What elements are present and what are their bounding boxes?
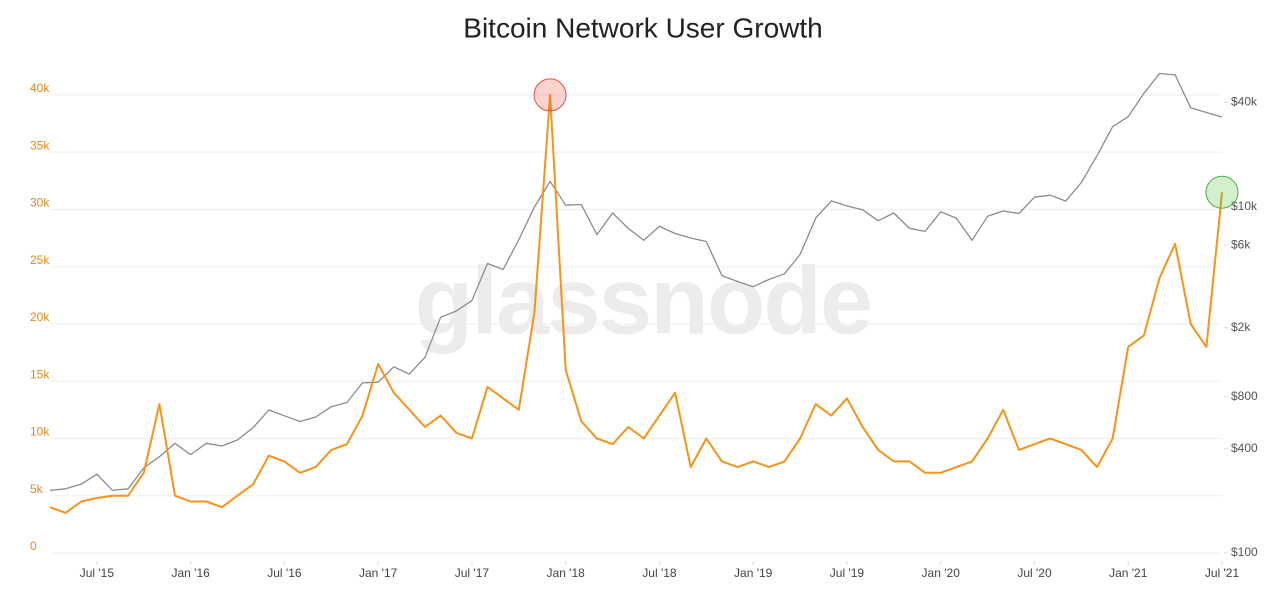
x-tick-label: Jan '16 <box>171 566 210 580</box>
x-tick-label: Jul '17 <box>455 566 490 580</box>
y-tick-label: 15k <box>30 367 50 381</box>
latest-highlight <box>1205 175 1239 209</box>
y2-tick-label: $400 <box>1231 441 1258 455</box>
y-tick-label: 40k <box>30 81 50 95</box>
y-tick-label: 30k <box>30 196 50 210</box>
y2-tick-label: $800 <box>1231 389 1258 403</box>
x-tick-label: Jan '18 <box>547 566 586 580</box>
y-tick-label: 0 <box>30 539 37 553</box>
y2-tick-label: $6k <box>1231 237 1251 251</box>
y-tick-label: 25k <box>30 253 50 267</box>
y-tick-label: 10k <box>30 425 50 439</box>
x-tick-label: Jul '18 <box>642 566 677 580</box>
y-tick-label: 20k <box>30 310 50 324</box>
x-tick-label: Jul '16 <box>267 566 302 580</box>
x-tick-label: Jan '17 <box>359 566 398 580</box>
x-tick-label: Jan '21 <box>1109 566 1148 580</box>
y2-tick-label: $2k <box>1231 320 1251 334</box>
x-tick-label: Jul '20 <box>1017 566 1052 580</box>
x-tick-label: Jan '19 <box>734 566 773 580</box>
chart-title: Bitcoin Network User Growth <box>463 12 822 43</box>
y-tick-label: 5k <box>30 482 44 496</box>
y2-tick-label: $100 <box>1231 545 1258 559</box>
x-tick-label: Jan '20 <box>922 566 961 580</box>
x-tick-label: Jul '21 <box>1205 566 1240 580</box>
series-line <box>49 93 1223 514</box>
y-tick-label: 35k <box>30 138 50 152</box>
y2-tick-label: $40k <box>1231 95 1258 109</box>
y2-tick-label: $10k <box>1231 199 1258 213</box>
x-tick-label: Jul '15 <box>80 566 115 580</box>
x-tick-label: Jul '19 <box>830 566 865 580</box>
peak-highlight <box>533 78 567 112</box>
watermark: glassnode <box>415 247 872 354</box>
series-line <box>49 72 1223 492</box>
